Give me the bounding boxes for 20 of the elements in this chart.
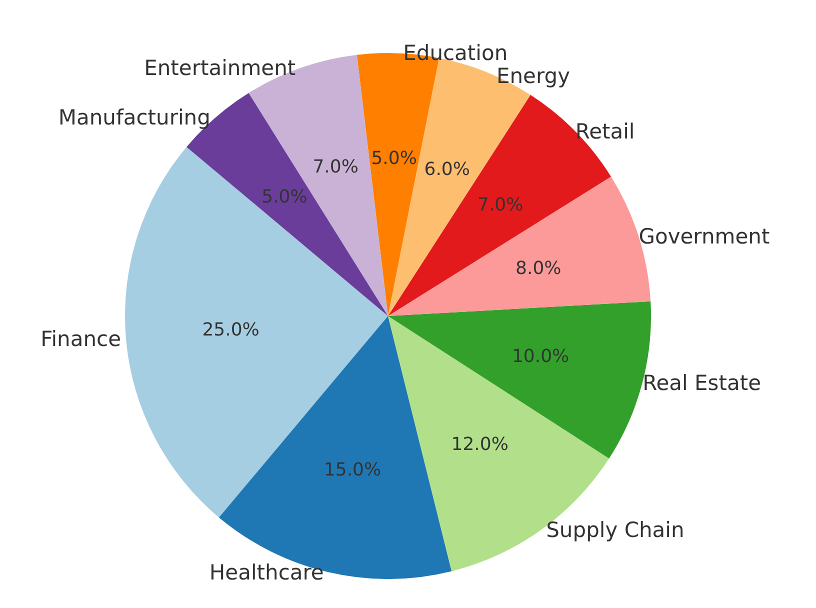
data-label: 12.0% <box>451 434 508 455</box>
slice-label: Finance <box>40 326 121 351</box>
data-label: 6.0% <box>424 159 470 180</box>
slice-label: Retail <box>575 119 635 144</box>
slice-label: Entertainment <box>144 56 296 80</box>
slice-label: Healthcare <box>209 560 324 584</box>
slice-label: Energy <box>496 64 570 88</box>
slice-label: Real Estate <box>642 371 761 396</box>
slice-label: Manufacturing <box>58 106 210 130</box>
data-label: 5.0% <box>262 186 308 208</box>
data-label: 8.0% <box>516 258 562 279</box>
data-label: 10.0% <box>512 346 570 367</box>
data-label: 7.0% <box>477 194 524 216</box>
data-label: 7.0% <box>312 156 358 178</box>
data-label: 15.0% <box>324 459 382 480</box>
data-label: 5.0% <box>371 148 417 169</box>
slice-label: Supply Chain <box>546 518 684 542</box>
slice-label: Education <box>403 41 508 66</box>
data-label: 25.0% <box>202 319 260 340</box>
slice-label: Government <box>638 224 770 248</box>
